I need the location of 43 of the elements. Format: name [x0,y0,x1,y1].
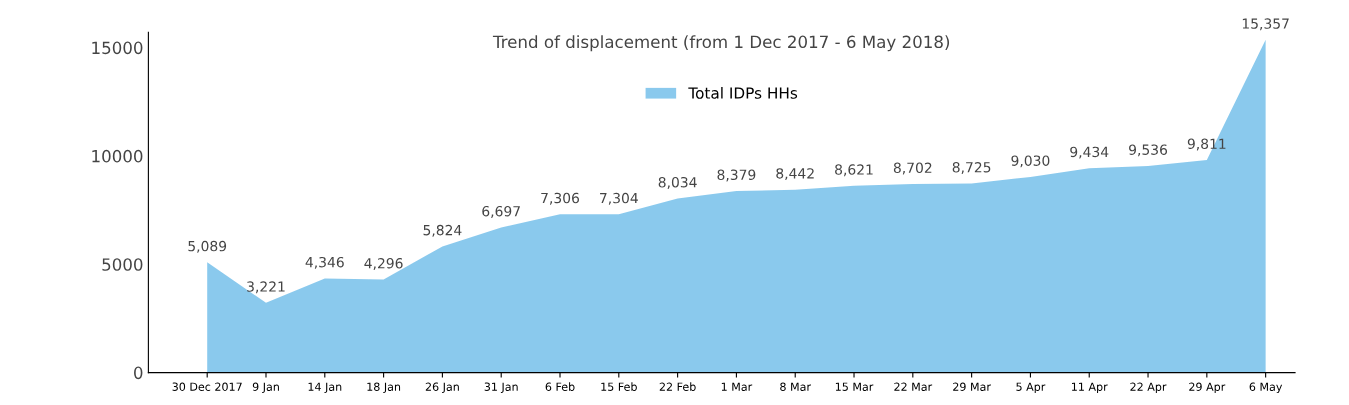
text: 8,034 [658,176,697,189]
x-tick-label: 22 Apr [1130,382,1167,394]
text: 9,434 [1070,146,1109,159]
text: 8,702 [893,162,932,175]
x-tick-label: 8 Mar [780,382,811,391]
text: 4,346 [305,256,344,269]
legend-label: Total IDPs HHs [688,86,798,99]
y-tick-label: 0 [134,366,143,380]
x-tick-label: 9 Jan [252,382,279,393]
x-tick-label: 29 Mar [953,382,991,391]
x-tick-label: 1 Mar [721,382,753,391]
y-tick-label: 15000 [92,41,143,55]
x-tick-label: 15 Mar [835,382,874,391]
text: 15,357 [1242,18,1289,31]
y-tick-label: 10000 [92,149,143,163]
text: 3,221 [247,281,285,294]
x-tick-label: 14 Jan [308,382,342,393]
x-tick-label: 6 Feb [545,382,575,391]
text: 9,030 [1011,155,1050,168]
chart-title: Trend of displacement (from 1 Dec 2017 - 6 May 2018) [492,35,950,52]
x-tick-label: 31 Jan [484,382,518,393]
y-tick-label: 5000 [102,258,143,271]
x-tick-label: 22 Feb [659,382,696,391]
text: 8,725 [952,162,991,174]
x-tick-label: 6 May [1249,382,1283,394]
text: 7,304 [600,192,638,205]
text: 9,536 [1129,144,1168,157]
text: 6,697 [482,205,520,218]
x-tick-label: 11 Apr [1072,382,1108,394]
x-tick-label: 30 Dec 2017 [172,382,242,391]
x-tick-label: 29 Apr [1189,382,1226,394]
x-tick-label: 5 Apr [1016,382,1046,394]
x-tick-label: 22 Mar [894,382,933,391]
text: 8,621 [835,164,873,177]
text: 8,379 [717,169,756,182]
text: 4,296 [364,257,403,270]
text: 5,089 [188,240,227,253]
x-tick-label: 18 Jan [367,382,401,393]
text: 5,824 [423,224,462,237]
text: 8,442 [776,168,814,181]
x-tick-label: 15 Feb [601,382,637,391]
text: 7,306 [541,192,580,205]
x-tick-label: 26 Jan [425,382,459,393]
